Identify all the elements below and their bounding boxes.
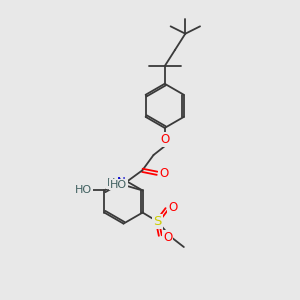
Text: O: O (168, 201, 177, 214)
Text: HO: HO (110, 180, 127, 190)
Text: N: N (117, 176, 126, 190)
Text: O: O (160, 133, 169, 146)
Text: S: S (153, 215, 161, 228)
Text: O: O (163, 230, 172, 244)
Text: O: O (159, 167, 168, 180)
Text: H: H (107, 178, 115, 188)
Text: HO: HO (75, 185, 92, 196)
